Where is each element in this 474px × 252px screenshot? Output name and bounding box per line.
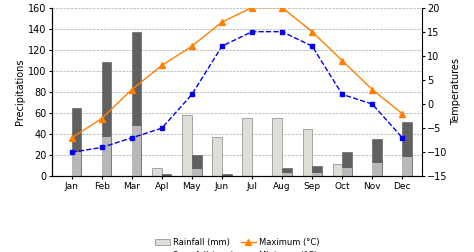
Bar — [402, 121, 412, 176]
Bar — [372, 139, 382, 176]
Bar — [402, 157, 412, 176]
Bar — [222, 174, 232, 176]
Bar — [342, 168, 352, 176]
Y-axis label: Precipitations: Precipitations — [15, 59, 25, 125]
Bar — [192, 169, 201, 176]
Bar — [273, 118, 282, 176]
Bar — [282, 168, 292, 176]
Bar — [372, 164, 382, 176]
Bar — [342, 152, 352, 176]
Legend: Rainfall (mm), Snowfall (mm), Maximum (°C), Minimum (°C): Rainfall (mm), Snowfall (mm), Maximum (°… — [151, 235, 323, 252]
Bar — [152, 168, 162, 176]
Bar — [312, 173, 322, 176]
Bar — [182, 115, 192, 176]
Bar — [302, 129, 312, 176]
Bar — [242, 118, 252, 176]
Bar — [132, 126, 141, 176]
Bar — [192, 155, 201, 176]
Bar — [282, 173, 292, 176]
Bar — [102, 137, 111, 176]
Bar — [312, 166, 322, 176]
Y-axis label: Temperatures: Temperatures — [451, 58, 461, 125]
Bar — [102, 62, 111, 176]
Bar — [72, 152, 82, 176]
Bar — [162, 174, 172, 176]
Bar — [132, 32, 141, 176]
Bar — [72, 108, 82, 176]
Bar — [212, 137, 222, 176]
Bar — [333, 164, 342, 176]
